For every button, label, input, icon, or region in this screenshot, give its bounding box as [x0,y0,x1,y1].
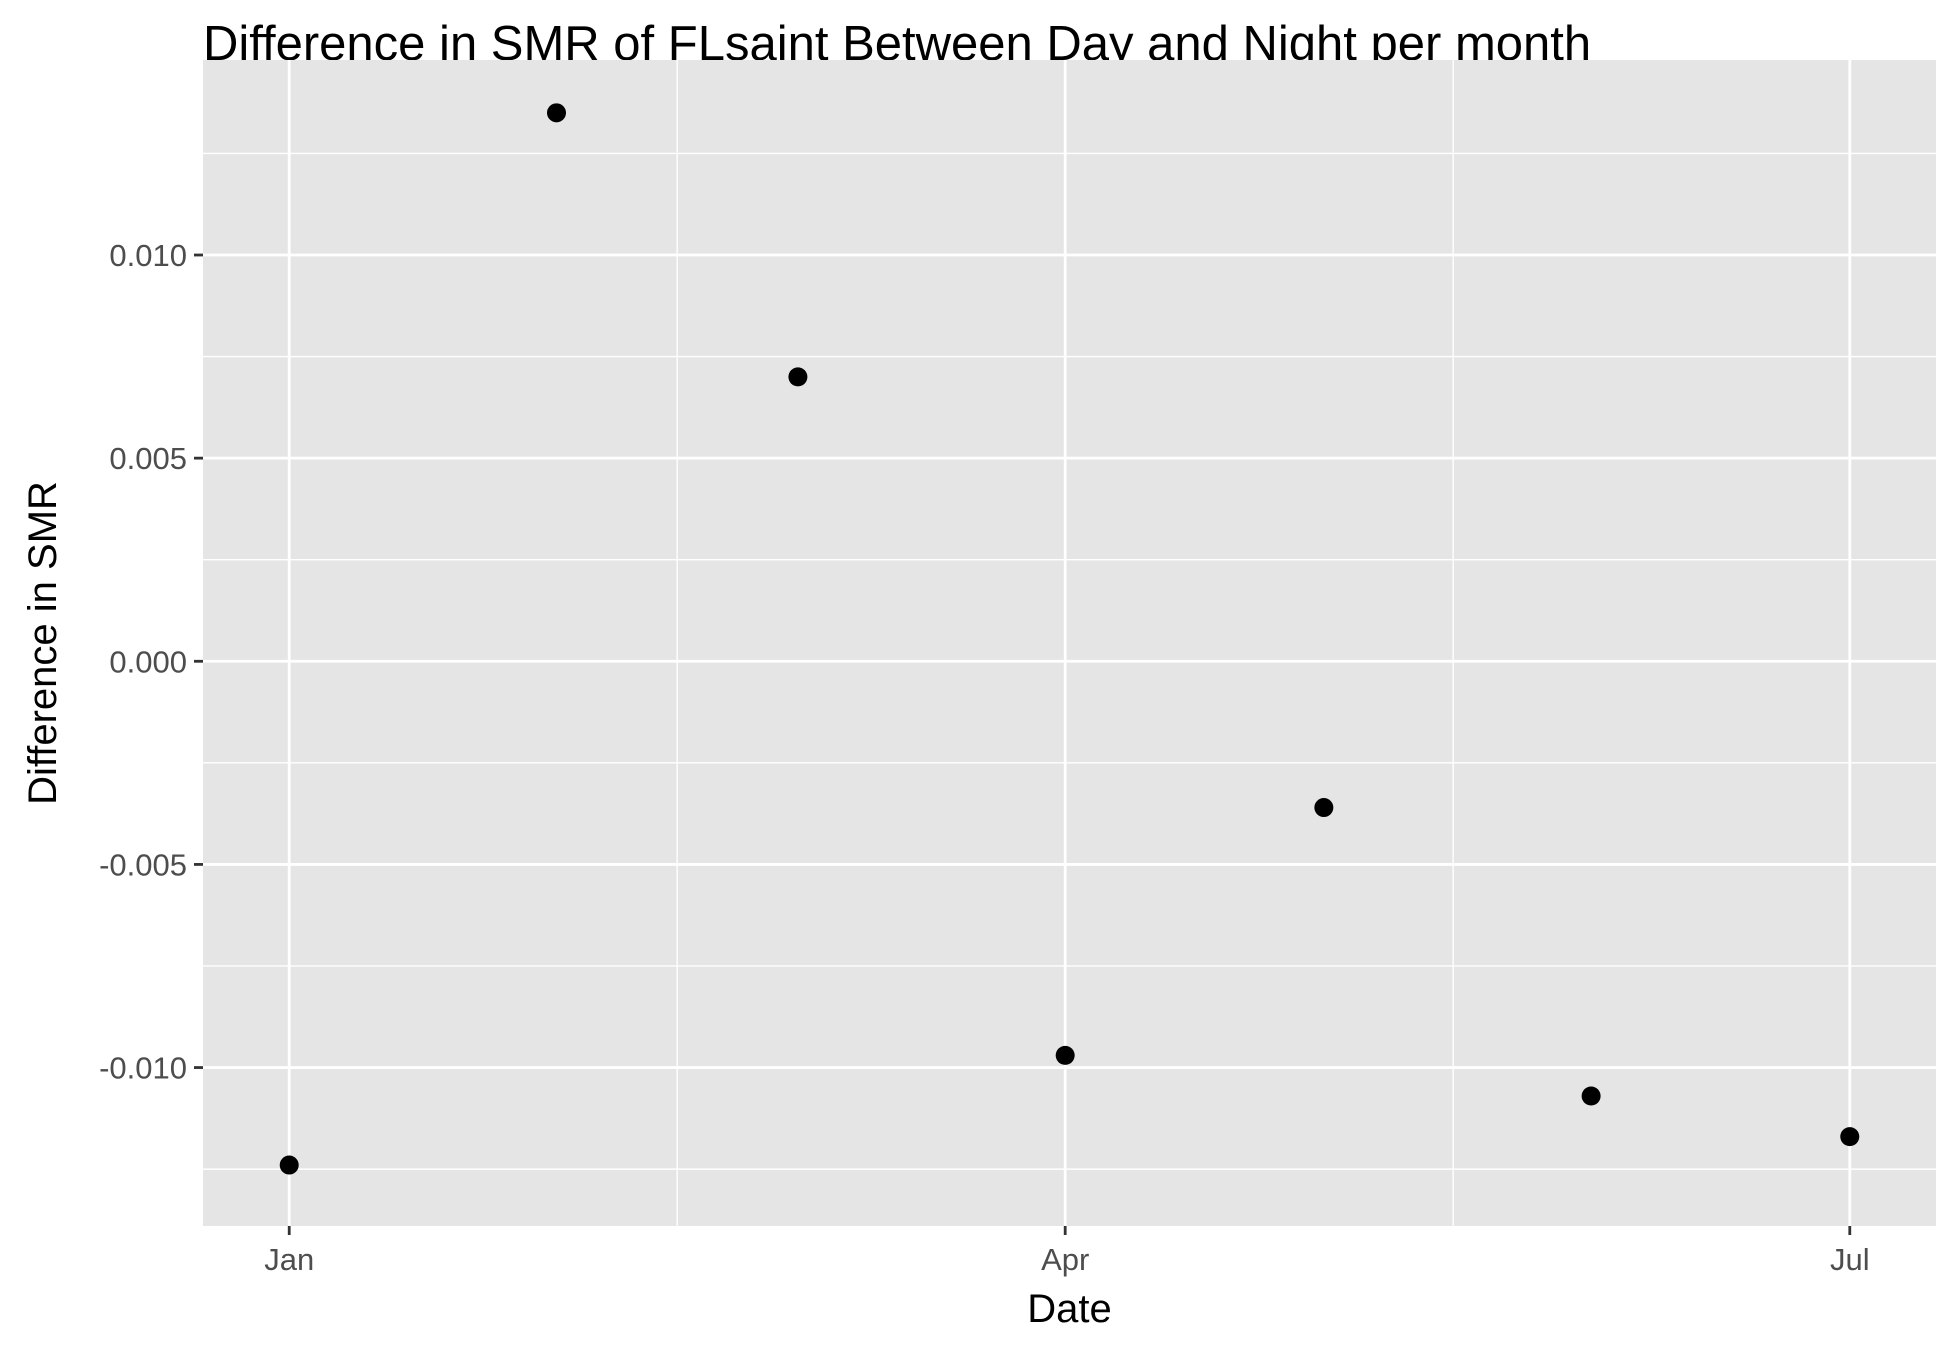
data-points [279,103,1860,1175]
x-tick-label: Jan [264,1242,314,1277]
x-tick-label: Jul [1830,1242,1870,1277]
minor-gridlines [203,60,1936,1226]
y-tick-label: -0.010 [99,1051,187,1086]
data-point [788,367,808,387]
data-point [1581,1086,1601,1106]
data-point [1055,1045,1075,1065]
y-tick-label: 0.010 [109,238,187,273]
x-tick-label: Apr [1041,1242,1089,1277]
y-tick-label: -0.005 [99,847,187,882]
data-point [1840,1127,1860,1147]
x-axis-title: Date [1027,1287,1112,1331]
y-axis-title: Difference in SMR [21,481,65,805]
y-axis: 0.010 0.005 0.000 -0.005 -0.010 [99,238,203,1086]
data-point [1314,798,1334,818]
major-gridlines [203,60,1936,1226]
y-tick-label: 0.000 [109,644,187,679]
data-point [546,103,566,123]
y-tick-label: 0.005 [109,441,187,476]
x-axis: Jan Apr Jul [264,1226,1870,1277]
data-point [279,1155,299,1175]
